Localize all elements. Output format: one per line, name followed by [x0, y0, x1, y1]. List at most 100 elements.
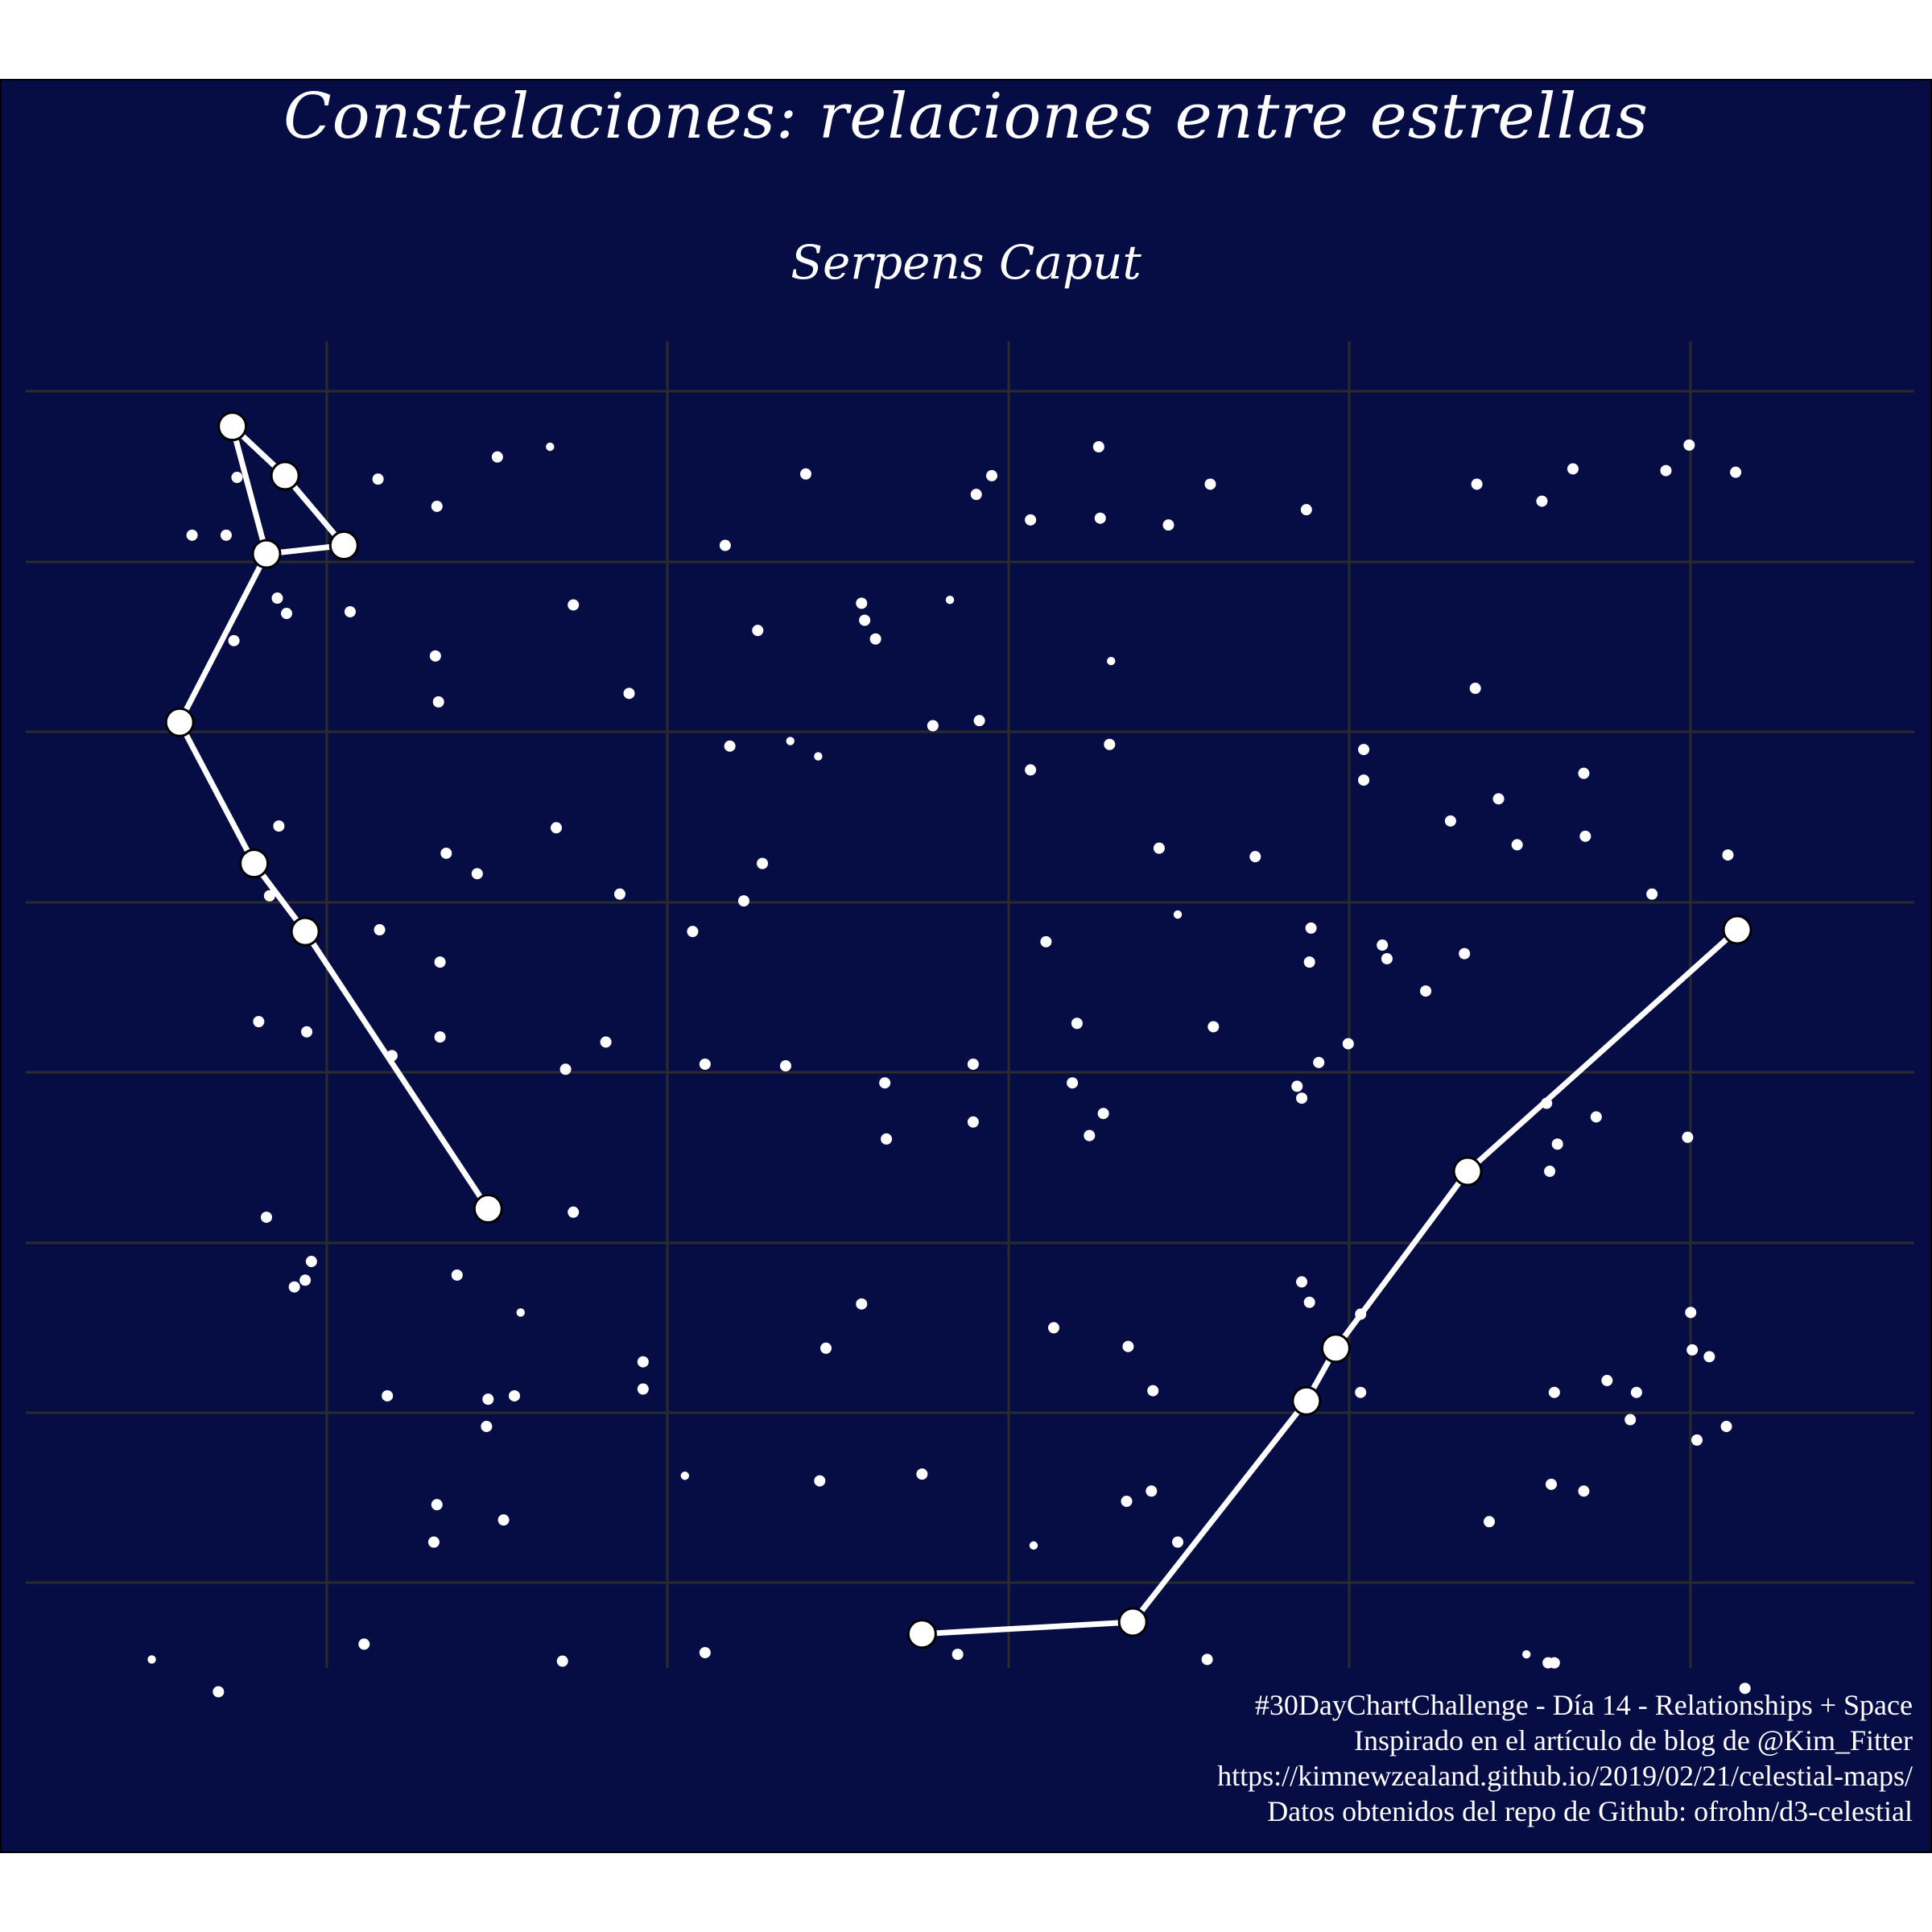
star-point: [1048, 1322, 1060, 1334]
star-point: [970, 489, 982, 501]
star-point: [1492, 793, 1505, 805]
chart-panel: [0, 79, 1932, 1853]
star-point: [600, 1036, 612, 1048]
caption-line-1: #30DayChartChallenge - Día 14 - Relation…: [1254, 1689, 1913, 1721]
star-point: [1107, 657, 1116, 666]
star-point: [568, 1206, 580, 1218]
star-point: [1162, 519, 1174, 531]
star-point: [967, 1058, 979, 1070]
constellation-star: [1452, 1156, 1483, 1187]
star-point: [213, 1686, 225, 1698]
star-point: [699, 1058, 711, 1070]
star-point: [814, 752, 823, 761]
star-point: [986, 469, 998, 481]
star-point: [1420, 985, 1432, 997]
constellation-star: [290, 916, 320, 947]
star-point: [724, 740, 736, 752]
star-point: [374, 924, 386, 936]
constellation-star: [217, 411, 248, 442]
star-point: [516, 1308, 525, 1317]
star-point: [869, 633, 881, 645]
star-point: [1296, 1092, 1308, 1104]
star-point: [1548, 1657, 1560, 1669]
star-point: [1121, 1495, 1133, 1507]
star-point: [382, 1389, 394, 1402]
constellation-lines: [176, 423, 1740, 1637]
star-point: [432, 696, 444, 708]
star-point: [1097, 1108, 1109, 1120]
star-point: [1590, 1111, 1602, 1123]
constellation-star: [1320, 1333, 1351, 1364]
star-point: [147, 1655, 156, 1664]
star-point: [497, 1514, 510, 1526]
star-point: [1630, 1386, 1642, 1398]
constellation-segment: [176, 551, 491, 1212]
star-point: [1355, 1386, 1367, 1398]
star-point: [1471, 478, 1483, 490]
constellation-segment: [919, 927, 1740, 1637]
star-point: [228, 634, 240, 646]
star-point: [301, 1026, 313, 1038]
star-point: [1686, 1344, 1699, 1356]
star-point: [1094, 512, 1106, 524]
star-point: [1040, 935, 1052, 947]
star-point: [859, 614, 871, 626]
caption-line-4: Datos obtenidos del repo de Github: ofro…: [1267, 1795, 1913, 1827]
star-point: [299, 1274, 312, 1286]
star-point: [263, 890, 275, 902]
star-point: [1313, 1056, 1325, 1068]
star-point: [1377, 939, 1389, 952]
star-point: [623, 687, 635, 700]
star-point: [1104, 738, 1116, 750]
star-point: [973, 715, 985, 727]
star-point: [637, 1356, 649, 1368]
star-point: [1358, 744, 1370, 756]
star-point: [1084, 1129, 1096, 1141]
star-point: [1172, 1536, 1184, 1548]
star-point: [1511, 839, 1523, 851]
star-point: [1683, 439, 1695, 451]
grid-lines: [26, 341, 1914, 1668]
star-point: [481, 1420, 493, 1432]
star-point: [1548, 1386, 1560, 1398]
star-point: [288, 1281, 300, 1293]
star-point: [1578, 767, 1590, 779]
star-point: [451, 1269, 463, 1281]
star-point: [431, 1499, 443, 1511]
star-point: [1444, 815, 1456, 827]
star-point: [1601, 1374, 1613, 1386]
star-point: [372, 473, 384, 485]
star-point: [1025, 514, 1037, 526]
star-point: [1469, 683, 1481, 695]
constellation-star: [906, 1619, 937, 1649]
star-point: [1092, 440, 1104, 452]
star-point: [1578, 1485, 1590, 1497]
star-point: [1682, 1131, 1694, 1143]
constellation-star: [473, 1194, 503, 1224]
star-point: [916, 1468, 928, 1480]
star-point: [1381, 952, 1393, 964]
star-point: [440, 847, 452, 859]
star-point: [1296, 1276, 1308, 1288]
star-point: [1739, 1682, 1751, 1695]
star-point: [1071, 1018, 1083, 1030]
constellation-star: [328, 530, 359, 561]
star-point: [1484, 1516, 1496, 1528]
star-point: [1685, 1307, 1697, 1319]
star-point: [1303, 956, 1315, 968]
star-point: [879, 1077, 891, 1089]
star-point: [1067, 1077, 1079, 1089]
chart-subtitle: Serpens Caput: [791, 235, 1141, 290]
star-point: [281, 608, 293, 620]
star-point: [1690, 1434, 1703, 1446]
star-point: [1567, 463, 1579, 475]
star-point: [273, 820, 285, 832]
star-point: [613, 888, 625, 900]
star-point: [967, 1116, 979, 1128]
star-point: [945, 595, 955, 605]
star-point: [1122, 1340, 1134, 1352]
star-point: [471, 868, 483, 880]
star-point: [1300, 504, 1312, 516]
star-point: [1660, 464, 1672, 477]
